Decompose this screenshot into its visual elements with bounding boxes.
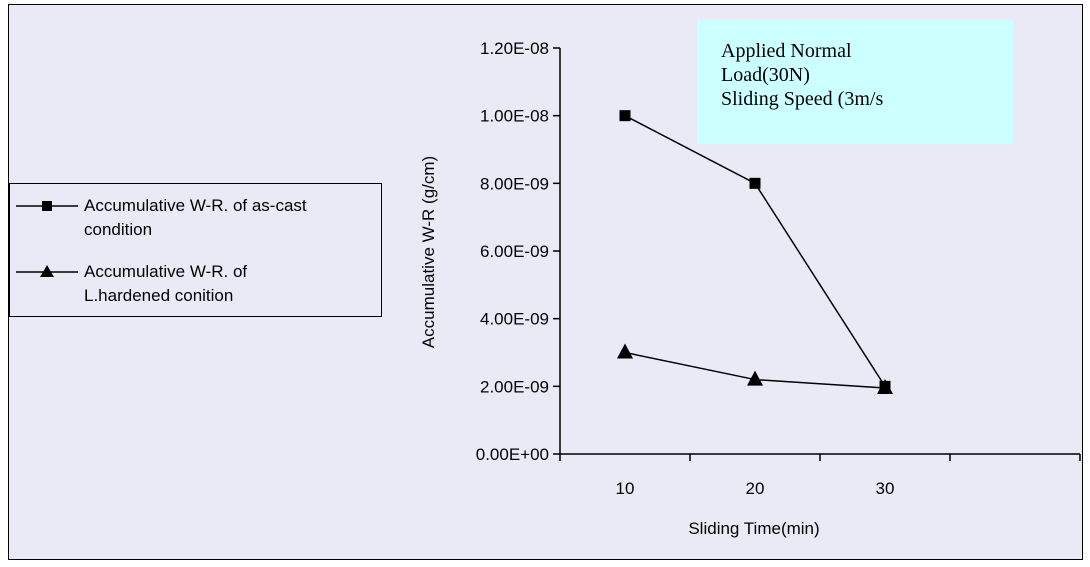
legend-label-as-cast-line2: condition [84, 220, 153, 239]
legend-label-hardened-line2: L.hardened conition [84, 286, 234, 305]
series-line-square [624, 115, 886, 387]
y-axis-title: Accumulative W-R (g/cm) [419, 156, 438, 348]
x-tick-label: 30 [876, 479, 895, 498]
data-point-triangle [877, 379, 893, 395]
y-tick-label: 6.00E-09 [480, 242, 549, 261]
annotation-box: Applied Normal Load(30N) Sliding Speed (… [697, 20, 1013, 144]
x-tick-label: 20 [746, 479, 765, 498]
legend-label-hardened-line1: Accumulative W-R. of [84, 262, 248, 281]
y-tick-label: 1.20E-08 [480, 39, 549, 58]
y-tick-label: 0.00E+00 [476, 445, 549, 464]
y-tick-label: 8.00E-09 [480, 174, 549, 193]
annotation-line-2: Load(30N) [721, 64, 810, 86]
data-point-square [619, 110, 631, 122]
annotation-line-1: Applied Normal [721, 40, 852, 62]
y-tick-label: 2.00E-09 [480, 377, 549, 396]
chart-area: 0.00E+00 2.00E-09 4.00E-09 6.00E-09 8.00E-09… [8, 4, 1083, 560]
data-point-triangle [747, 370, 763, 386]
legend-label-as-cast-line1: Accumulative W-R. of as-cast [84, 196, 307, 215]
plot-svg: 0.00E+00 2.00E-09 4.00E-09 6.00E-09 8.00E-09… [419, 39, 1081, 538]
y-tick-label: 4.00E-09 [480, 310, 549, 329]
annotation-line-3: Sliding Speed (3m/s [721, 88, 884, 110]
data-point-square [749, 177, 761, 189]
x-axis-title: Sliding Time(min) [688, 519, 819, 538]
series-layer [617, 110, 893, 395]
data-point-triangle [617, 343, 633, 359]
legend-triangle-marker-icon [16, 265, 78, 277]
legend-label-hardened: Accumulative W-R. of L.hardened conition [84, 260, 379, 308]
legend-label-as-cast: Accumulative W-R. of as-cast condition [84, 194, 379, 242]
y-tick-label: 1.00E-08 [480, 107, 549, 126]
legend-square-marker-icon [16, 201, 78, 211]
legend: Accumulative W-R. of as-cast condition A… [9, 183, 382, 317]
tick-labels: 0.00E+00 2.00E-09 4.00E-09 6.00E-09 8.00E-09… [476, 39, 895, 498]
axes [553, 47, 1081, 461]
x-tick-label: 10 [616, 479, 635, 498]
